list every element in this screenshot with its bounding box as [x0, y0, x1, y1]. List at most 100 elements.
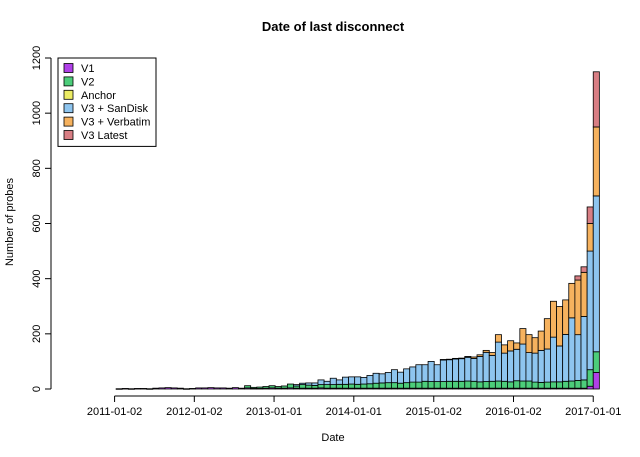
bar-v2 — [532, 382, 538, 388]
bar-v3-latest — [575, 276, 581, 280]
bar-v3-sandisk — [300, 383, 306, 384]
bar-v2 — [330, 385, 336, 389]
bar-v3-sandisk — [318, 380, 324, 385]
bar-v2 — [544, 382, 550, 388]
bar-v1 — [587, 386, 593, 389]
bar-v1 — [593, 372, 599, 389]
bar-v2 — [477, 382, 483, 388]
bar-v3-sandisk — [416, 365, 422, 382]
bar-v2 — [318, 385, 324, 388]
bar-v3-sandisk — [294, 385, 300, 386]
bar-v3-sandisk — [526, 353, 532, 381]
bar-v3-verbatim — [557, 307, 563, 346]
bar-v2 — [324, 385, 330, 389]
bar-v1 — [153, 388, 159, 389]
bar-v2 — [306, 385, 312, 388]
bar-v3-sandisk — [495, 342, 501, 381]
legend-swatch-v3-latest — [64, 131, 73, 140]
bar-v3-sandisk — [575, 335, 581, 381]
bar-v3-verbatim — [544, 319, 550, 349]
bar-v2 — [336, 384, 342, 388]
bar-v2 — [342, 384, 348, 388]
x-tick-label: 2017-01-01 — [565, 406, 621, 418]
bar-v3-sandisk — [532, 353, 538, 382]
bar-v3-verbatim — [477, 355, 483, 357]
x-tick-label: 2014-01-01 — [326, 406, 382, 418]
bar-v3-sandisk — [477, 356, 483, 381]
y-tick-label: 400 — [31, 269, 43, 287]
legend-label-v1: V1 — [81, 63, 94, 75]
bar-v2 — [550, 382, 556, 388]
bar-v2 — [287, 384, 293, 388]
bar-v1 — [238, 388, 244, 389]
bar-v2 — [251, 387, 257, 388]
bar-v2 — [257, 387, 263, 388]
bar-v2 — [300, 385, 306, 389]
bar-v2 — [312, 385, 318, 388]
bar-v3-sandisk — [336, 380, 342, 384]
bar-v2 — [379, 383, 385, 388]
bar-v3-verbatim — [563, 300, 569, 334]
bar-v3-sandisk — [391, 370, 397, 383]
bar-v1 — [183, 389, 189, 390]
bar-v1 — [134, 388, 140, 389]
bar-v1 — [202, 388, 208, 389]
bar-v3-sandisk — [593, 196, 599, 352]
bar-v2 — [593, 352, 599, 373]
bar-v2 — [459, 381, 465, 388]
bar-v1 — [141, 388, 147, 389]
bar-v2 — [355, 384, 361, 388]
legend-label-v3-latest: V3 Latest — [81, 130, 127, 142]
bar-v3-sandisk — [446, 359, 452, 381]
legend-label-v2: V2 — [81, 76, 94, 88]
bar-v2 — [361, 384, 367, 388]
bar-v3-sandisk — [557, 346, 563, 382]
bar-v3-latest — [593, 72, 599, 127]
bar-v2 — [575, 380, 581, 388]
bar-v3-verbatim — [501, 345, 507, 353]
y-tick-label: 0 — [31, 386, 43, 392]
bar-v3-sandisk — [453, 359, 459, 381]
bar-v3-sandisk — [459, 359, 465, 382]
bar-v3-sandisk — [330, 378, 336, 384]
bar-v2 — [391, 383, 397, 389]
bar-v2 — [245, 386, 251, 388]
bar-v3-verbatim — [453, 358, 459, 359]
bar-v3-sandisk — [355, 377, 361, 384]
bar-v2 — [453, 381, 459, 388]
bar-v2 — [471, 381, 477, 388]
bar-v3-verbatim — [587, 224, 593, 252]
bar-v2 — [269, 386, 275, 388]
bar-v3-sandisk — [312, 383, 318, 385]
x-axis-label: Date — [321, 432, 344, 444]
bar-v1 — [226, 388, 232, 389]
bar-v1 — [190, 388, 196, 389]
bar-v3-sandisk — [349, 377, 355, 384]
legend-swatch-v1 — [64, 64, 73, 73]
bar-v3-sandisk — [440, 360, 446, 382]
bar-v2 — [587, 370, 593, 387]
bar-v2 — [483, 382, 489, 389]
bar-v3-verbatim — [532, 338, 538, 353]
bar-v3-verbatim — [526, 335, 532, 353]
bar-v3-sandisk — [422, 365, 428, 382]
legend-swatch-anchor — [64, 90, 73, 99]
bar-v2 — [416, 382, 422, 388]
bar-v1 — [232, 388, 238, 389]
bar-v3-sandisk — [367, 375, 373, 383]
bar-v3-verbatim — [520, 329, 526, 344]
bar-v3-sandisk — [489, 355, 495, 381]
bar-v3-verbatim — [471, 357, 477, 358]
bar-v2 — [428, 382, 434, 389]
bar-v3-sandisk — [410, 367, 416, 382]
bar-v2 — [434, 382, 440, 389]
bar-v3-verbatim — [514, 343, 520, 349]
legend-label-v3-verbatim: V3 + Verbatim — [81, 117, 150, 129]
bar-v3-sandisk — [508, 351, 514, 382]
bar-v1 — [116, 389, 122, 390]
bar-v3-sandisk — [520, 344, 526, 381]
bars-layer — [116, 72, 599, 390]
bar-v3-sandisk — [471, 358, 477, 381]
x-ticks: 2011-01-02 2012-01-02 2013-01-01 2014-01-01… — [87, 396, 622, 418]
x-tick-label: 2015-01-02 — [406, 406, 462, 418]
